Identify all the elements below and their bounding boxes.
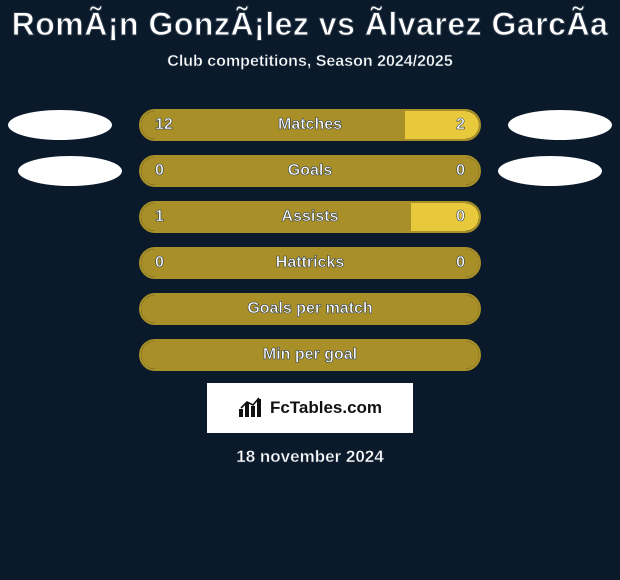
fctables-badge: FcTables.com bbox=[207, 383, 413, 433]
stat-bar: Min per goal bbox=[139, 339, 481, 371]
bar-fill-right bbox=[411, 203, 479, 231]
player-ellipse-left bbox=[18, 156, 122, 186]
stat-label: Hattricks bbox=[276, 254, 344, 272]
stat-bar: 1 0 Assists bbox=[139, 201, 481, 233]
player-ellipse-left bbox=[8, 110, 112, 140]
subtitle: Club competitions, Season 2024/2025 bbox=[0, 53, 620, 71]
stat-value-left: 1 bbox=[155, 208, 164, 226]
stat-value-right: 0 bbox=[456, 162, 465, 180]
stat-row: 0 0 Goals bbox=[0, 155, 620, 187]
stat-row: 0 0 Hattricks bbox=[0, 247, 620, 279]
stat-value-right: 2 bbox=[456, 116, 465, 134]
stat-value-right: 0 bbox=[456, 208, 465, 226]
stat-value-left: 12 bbox=[155, 116, 173, 134]
bar-fill-left bbox=[141, 111, 405, 139]
stat-bar: Goals per match bbox=[139, 293, 481, 325]
stat-value-left: 0 bbox=[155, 254, 164, 272]
stat-bar: 0 0 Hattricks bbox=[139, 247, 481, 279]
bar-chart-icon bbox=[238, 397, 264, 419]
infographic-container: RomÃ¡n GonzÃ¡lez vs Ãlvarez GarcÃ­a Club… bbox=[0, 0, 620, 467]
stat-value-left: 0 bbox=[155, 162, 164, 180]
stat-row: 1 0 Assists bbox=[0, 201, 620, 233]
bar-fill-left bbox=[141, 203, 411, 231]
player-ellipse-right bbox=[498, 156, 602, 186]
stat-label: Goals per match bbox=[247, 300, 372, 318]
page-title: RomÃ¡n GonzÃ¡lez vs Ãlvarez GarcÃ­a bbox=[0, 6, 620, 43]
stat-label: Goals bbox=[288, 162, 332, 180]
player-ellipse-right bbox=[508, 110, 612, 140]
stat-row: 12 2 Matches bbox=[0, 109, 620, 141]
stat-label: Assists bbox=[282, 208, 339, 226]
stat-label: Matches bbox=[278, 116, 342, 134]
stat-value-right: 0 bbox=[456, 254, 465, 272]
stat-row: Goals per match bbox=[0, 293, 620, 325]
stat-label: Min per goal bbox=[263, 346, 357, 364]
date-label: 18 november 2024 bbox=[0, 447, 620, 467]
stat-bar: 0 0 Goals bbox=[139, 155, 481, 187]
logo-text: FcTables.com bbox=[270, 398, 382, 418]
bar-fill-right bbox=[405, 111, 479, 139]
stat-bar: 12 2 Matches bbox=[139, 109, 481, 141]
stat-row: Min per goal bbox=[0, 339, 620, 371]
stats-list: 12 2 Matches 0 0 Goals 1 0 Assists 0 0 Hattricks Goa… bbox=[0, 109, 620, 371]
